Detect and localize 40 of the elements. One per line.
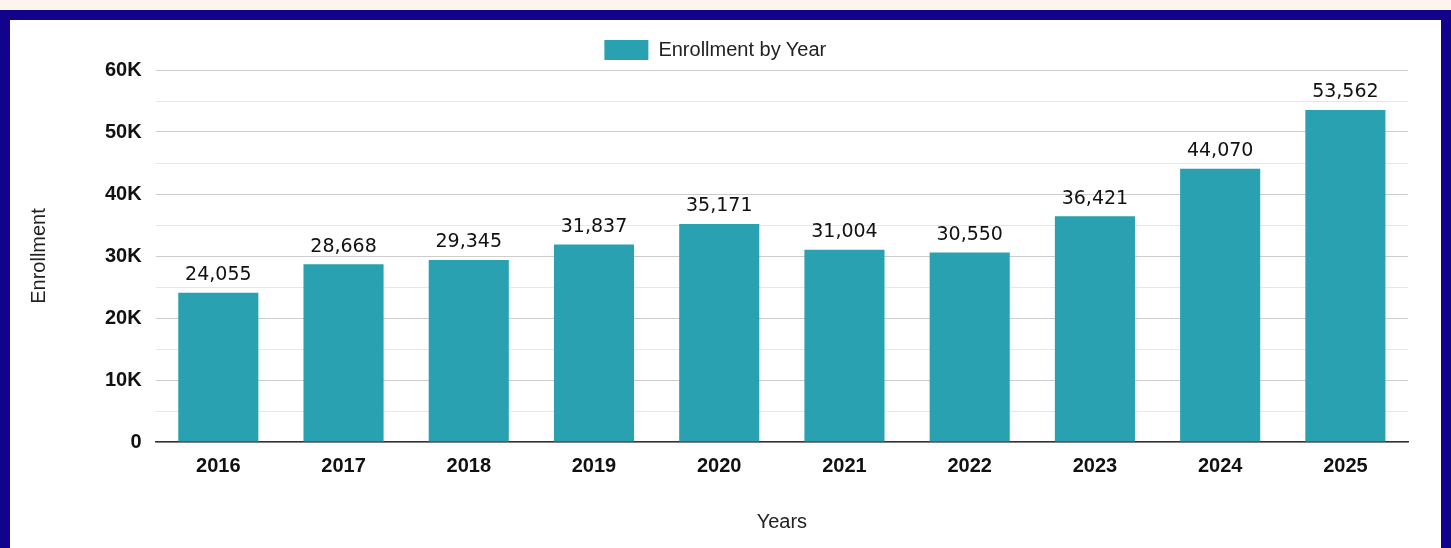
bar (1180, 168, 1261, 442)
y-tick-label: 40K (104, 181, 143, 204)
x-axis-title: Years (756, 509, 808, 532)
bar (553, 244, 635, 442)
bar (679, 223, 760, 442)
bar (1054, 216, 1135, 442)
x-tick-label: 2023 (1072, 453, 1118, 476)
data-label: 35,171 (685, 193, 753, 216)
data-label: 31,004 (811, 219, 878, 242)
bar (804, 249, 885, 442)
y-tick-label: 10K (104, 367, 143, 390)
x-tick-label: 2019 (571, 453, 617, 476)
data-label: 31,837 (560, 214, 628, 237)
y-axis-title: Enrollment (26, 207, 49, 304)
x-tick-label: 2021 (822, 453, 867, 476)
x-tick-label: 2024 (1197, 453, 1244, 476)
x-tick-label: 2016 (196, 453, 241, 476)
y-tick-label: 0 (130, 429, 142, 452)
y-tick-label: 60K (104, 57, 143, 80)
legend-label: Enrollment by Year (658, 37, 827, 60)
data-label: 29,345 (435, 229, 503, 252)
data-label: 53,562 (1312, 79, 1379, 102)
data-label: 28,668 (310, 233, 377, 256)
y-tick-label: 50K (104, 119, 143, 142)
bar (303, 264, 384, 442)
x-tick-label: 2018 (446, 453, 492, 476)
y-tick-label: 20K (104, 305, 143, 328)
x-tick-label: 2022 (947, 453, 992, 476)
data-label: 30,550 (936, 222, 1003, 245)
x-tick-label: 2025 (1323, 453, 1368, 476)
bar (428, 260, 509, 442)
x-tick-label: 2017 (321, 453, 366, 476)
data-label: 24,055 (185, 262, 252, 285)
data-label: 36,421 (1061, 185, 1129, 208)
bar (178, 292, 259, 442)
bar (1305, 109, 1386, 442)
data-label: 44,070 (1186, 138, 1254, 161)
y-tick-label: 30K (104, 243, 143, 266)
bar (929, 252, 1010, 442)
x-tick-label: 2020 (696, 453, 742, 476)
